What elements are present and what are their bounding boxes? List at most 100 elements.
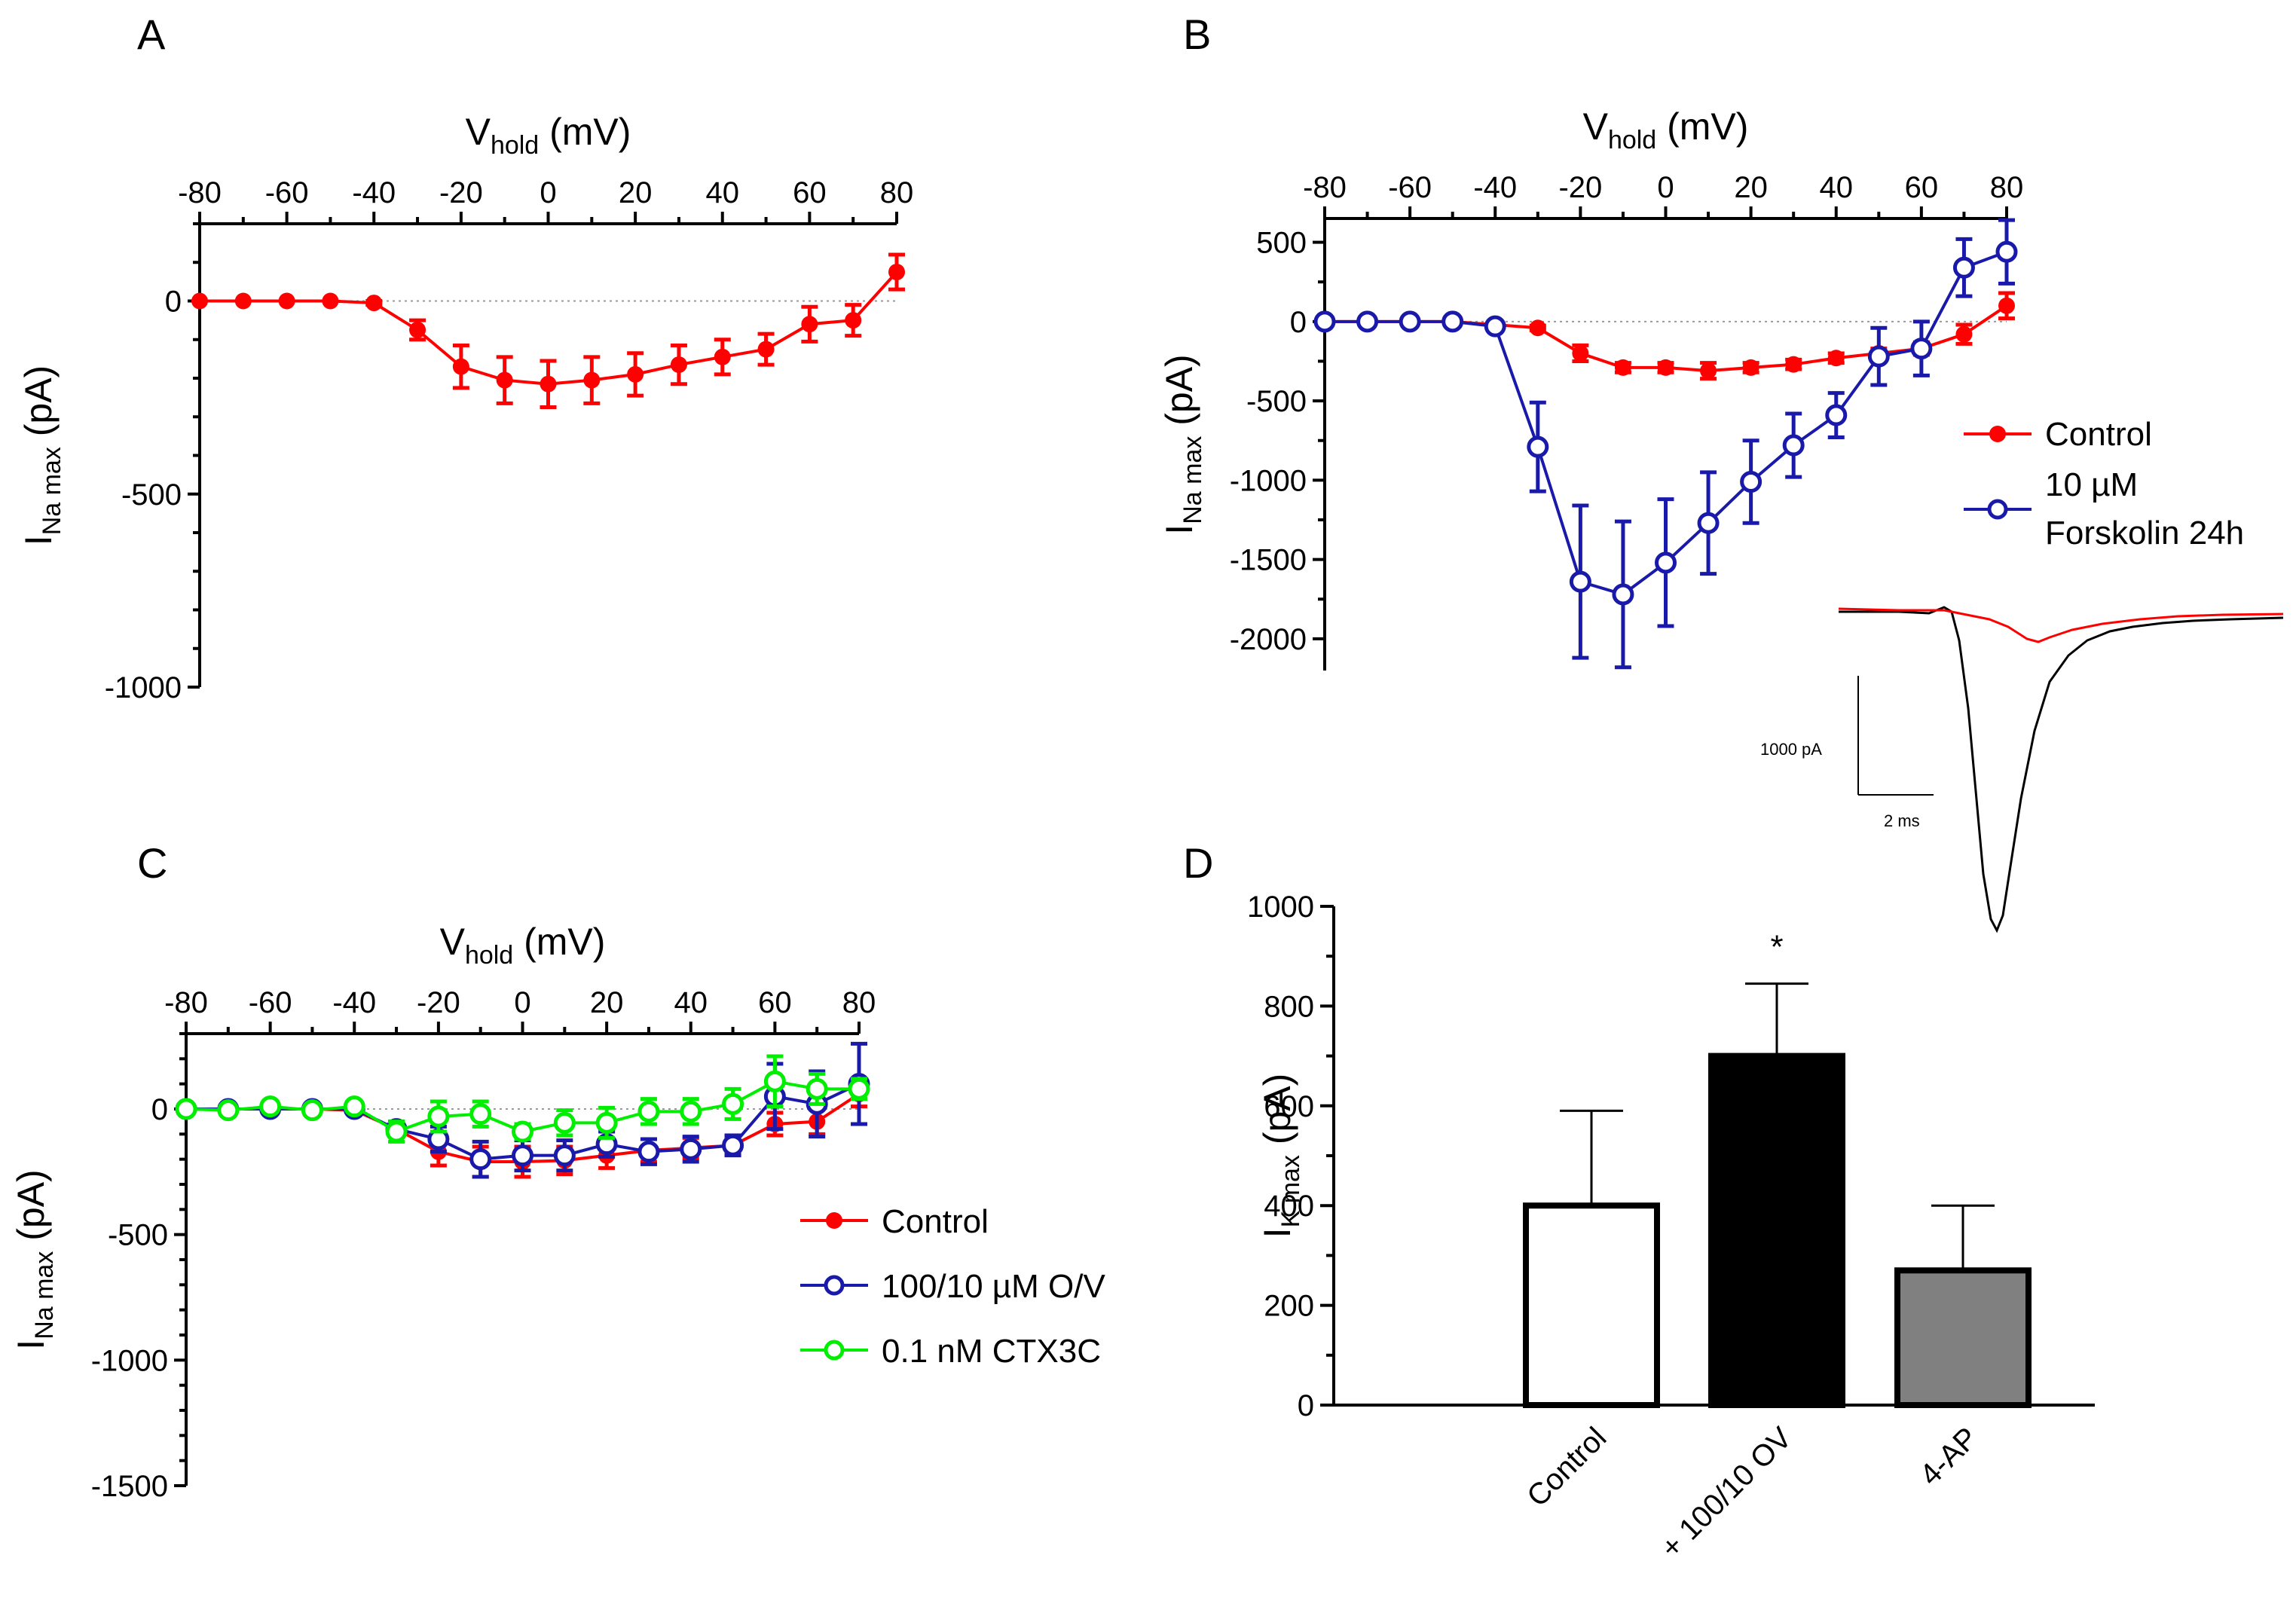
x-tick-label: -60 bbox=[1388, 171, 1432, 204]
data-point bbox=[1955, 325, 1973, 343]
data-point bbox=[234, 292, 252, 310]
x-tick-label: -20 bbox=[1558, 171, 1602, 204]
y-tick-label: -1500 bbox=[91, 1470, 168, 1503]
data-point bbox=[680, 1138, 702, 1160]
data-point bbox=[452, 358, 469, 375]
panel-d-chart: 0 200 400 600 800 1000 Control + 100/10 OV 4-AP *… bbox=[1247, 891, 2095, 1565]
y-axis-title: INa max (pA) bbox=[1158, 354, 1207, 534]
x-tick-label: 40 bbox=[1820, 171, 1854, 204]
trace-forskolin bbox=[1839, 606, 2284, 933]
y-axis-title-sub: Na max bbox=[38, 447, 66, 535]
x-axis-title: Vhold (mV) bbox=[466, 111, 631, 160]
x-category-label: Control bbox=[1521, 1421, 1613, 1513]
data-point bbox=[496, 371, 513, 389]
data-point bbox=[583, 371, 601, 389]
data-point bbox=[848, 1077, 870, 1100]
legend-marker bbox=[824, 1340, 845, 1361]
x-tick-label: -80 bbox=[1303, 171, 1347, 204]
x-tick-label: -80 bbox=[164, 986, 208, 1019]
x-axis-title-unit: (mV) bbox=[1656, 105, 1748, 148]
data-point bbox=[888, 264, 905, 281]
x-axis-title-sub: hold bbox=[1608, 126, 1656, 154]
data-point bbox=[1740, 470, 1763, 493]
x-tick-label: -40 bbox=[1473, 171, 1517, 204]
data-point bbox=[1614, 359, 1631, 376]
data-point bbox=[191, 292, 208, 310]
y-tick-label: 500 bbox=[1256, 227, 1307, 260]
x-category-label: + 100/10 OV bbox=[1655, 1421, 1799, 1565]
x-axis-title-sub: hold bbox=[465, 941, 513, 970]
panel-letter-a: A bbox=[137, 11, 166, 58]
data-point bbox=[1742, 359, 1759, 376]
trace-control bbox=[1838, 607, 2284, 643]
panel-b-chart: -80 -60 -40 -20 0 20 40 60 80 500 0 -500 -1000 -1500 -… bbox=[1158, 105, 2244, 671]
x-tick-label: 60 bbox=[793, 176, 827, 209]
y-axis-title-unit: (pA) bbox=[1158, 354, 1200, 435]
y-tick-label: 0 bbox=[165, 286, 182, 319]
y-axis-title-sub: Na max bbox=[30, 1251, 59, 1340]
x-axis-title-sub: hold bbox=[491, 131, 539, 160]
data-point bbox=[175, 1098, 197, 1120]
data-point bbox=[1572, 344, 1589, 362]
x-tick-label: 0 bbox=[540, 176, 556, 209]
x-tick-label: 20 bbox=[619, 176, 653, 209]
data-point bbox=[1657, 359, 1674, 376]
x-tick-label: -40 bbox=[332, 986, 376, 1019]
panel-letter-b: B bbox=[1183, 11, 1211, 58]
data-point bbox=[469, 1103, 492, 1126]
x-tick-label: -60 bbox=[249, 986, 292, 1019]
y-axis-title-unit: (pA) bbox=[1256, 1074, 1298, 1155]
x-axis-title-main: V bbox=[440, 921, 466, 963]
legend-label: Forskolin 24h bbox=[2045, 515, 2244, 551]
y-tick-label: 0 bbox=[151, 1093, 168, 1126]
legend-label: 100/10 µM O/V bbox=[882, 1268, 1105, 1305]
data-point bbox=[1952, 256, 1975, 279]
data-point bbox=[259, 1095, 282, 1118]
data-point bbox=[1441, 310, 1464, 333]
x-tick-label: 80 bbox=[1990, 171, 2024, 204]
data-point bbox=[1867, 345, 1890, 368]
data-point bbox=[1655, 551, 1677, 574]
y-axis-title-main: I bbox=[1158, 524, 1200, 535]
data-point bbox=[512, 1120, 533, 1143]
x-tick-label: 80 bbox=[842, 986, 876, 1019]
y-axis-title: INa max (pA) bbox=[10, 1169, 59, 1349]
y-tick-label: 0 bbox=[1298, 1389, 1314, 1422]
x-category-label: 4-AP bbox=[1913, 1421, 1984, 1492]
data-point bbox=[1782, 434, 1805, 457]
x-tick-label: -80 bbox=[178, 176, 222, 209]
data-point bbox=[680, 1100, 702, 1123]
x-axis-title-unit: (mV) bbox=[539, 111, 631, 153]
x-tick-label: -20 bbox=[417, 986, 460, 1019]
scale-time-label: 2 ms bbox=[1884, 811, 1920, 830]
x-tick-label: 60 bbox=[1905, 171, 1939, 204]
y-axis-title-sub: Na max bbox=[1179, 436, 1207, 524]
legend-label: Control bbox=[2045, 416, 2152, 453]
bar bbox=[1523, 1202, 1660, 1408]
data-point bbox=[343, 1095, 365, 1118]
x-axis-title: Vhold (mV) bbox=[440, 921, 606, 970]
panel-c-chart: -80 -60 -40 -20 0 20 40 60 80 0 -500 -1000 -1500 Vhol… bbox=[10, 921, 1105, 1503]
data-point bbox=[322, 292, 339, 310]
y-tick-label: -500 bbox=[108, 1219, 168, 1252]
y-axis-title-unit: (pA) bbox=[17, 365, 60, 447]
y-tick-label: -1000 bbox=[105, 671, 182, 704]
x-tick-label: 80 bbox=[880, 176, 914, 209]
bar bbox=[1894, 1267, 2032, 1409]
data-point bbox=[1995, 240, 2018, 263]
data-point bbox=[365, 295, 383, 312]
y-axis-title-main: I bbox=[17, 535, 60, 545]
data-point bbox=[670, 356, 687, 374]
data-point bbox=[469, 1148, 492, 1171]
y-tick-label: -1000 bbox=[91, 1344, 168, 1377]
data-point bbox=[845, 312, 862, 329]
x-tick-label: -60 bbox=[265, 176, 309, 209]
significance-star: * bbox=[1770, 929, 1783, 966]
data-point bbox=[806, 1077, 828, 1100]
data-point bbox=[301, 1099, 323, 1122]
y-tick-label: -1500 bbox=[1230, 544, 1307, 577]
data-point bbox=[1399, 310, 1421, 333]
data-point bbox=[801, 316, 818, 333]
data-point bbox=[1697, 512, 1720, 534]
x-axis-title: Vhold (mV) bbox=[1583, 105, 1749, 154]
